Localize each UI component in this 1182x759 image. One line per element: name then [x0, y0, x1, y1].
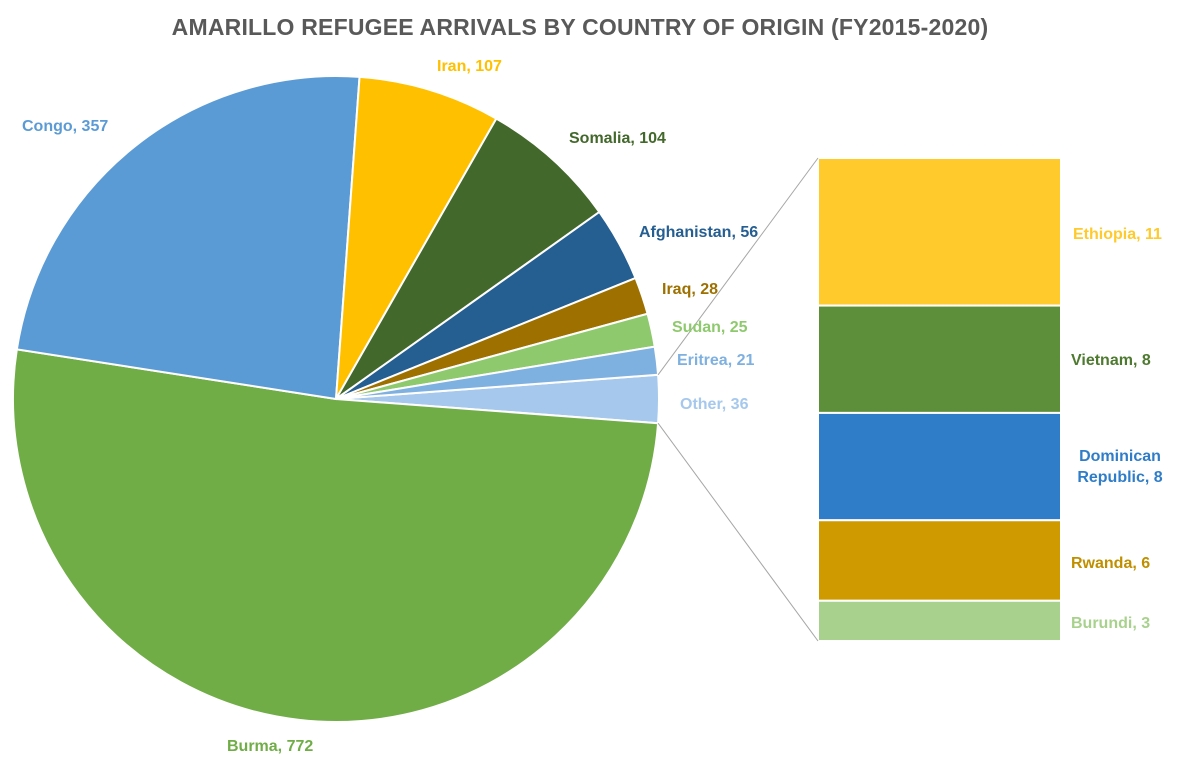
bar-segment-vietnam: [817, 304, 1062, 414]
connector-line-bottom: [657, 422, 819, 642]
connector-line-top: [657, 157, 819, 376]
bar-segment-burundi: [817, 599, 1062, 642]
data-label-sudan: Sudan, 25: [672, 319, 748, 336]
data-label-congo: Congo, 357: [22, 118, 109, 135]
data-label-afghanistan: Afghanistan, 56: [639, 224, 759, 241]
pie-slice-burma: [12, 348, 660, 723]
data-label-dominican-republic: Dominican Republic, 8: [1066, 446, 1174, 488]
pie-slice-somalia: [335, 117, 601, 400]
pie-slice-iran: [335, 75, 498, 400]
chart-title: AMARILLO REFUGEE ARRIVALS BY COUNTRY OF …: [171, 14, 989, 40]
data-label-iran: Iran, 107: [437, 58, 502, 75]
data-label-burundi: Burundi, 3: [1071, 615, 1151, 632]
data-label-burma: Burma, 772: [227, 738, 314, 755]
data-label-vietnam: Vietnam, 8: [1071, 352, 1151, 369]
data-label-dominican-line1: Dominican: [1079, 448, 1161, 465]
bar-segment-dominican-republic: [817, 411, 1062, 522]
data-label-rwanda: Rwanda, 6: [1071, 555, 1151, 572]
bar-segment-ethiopia: [817, 157, 1062, 307]
data-label-iraq: Iraq, 28: [662, 281, 719, 298]
pie-slice-congo: [15, 75, 361, 401]
data-label-eritrea: Eritrea, 21: [677, 352, 755, 369]
bar-segment-rwanda: [817, 519, 1062, 602]
data-label-somalia: Somalia, 104: [569, 130, 666, 147]
data-label-ethiopia: Ethiopia, 11: [1073, 226, 1162, 243]
data-label-other: Other, 36: [680, 396, 749, 413]
data-label-dominican-line2: Republic, 8: [1077, 469, 1163, 486]
